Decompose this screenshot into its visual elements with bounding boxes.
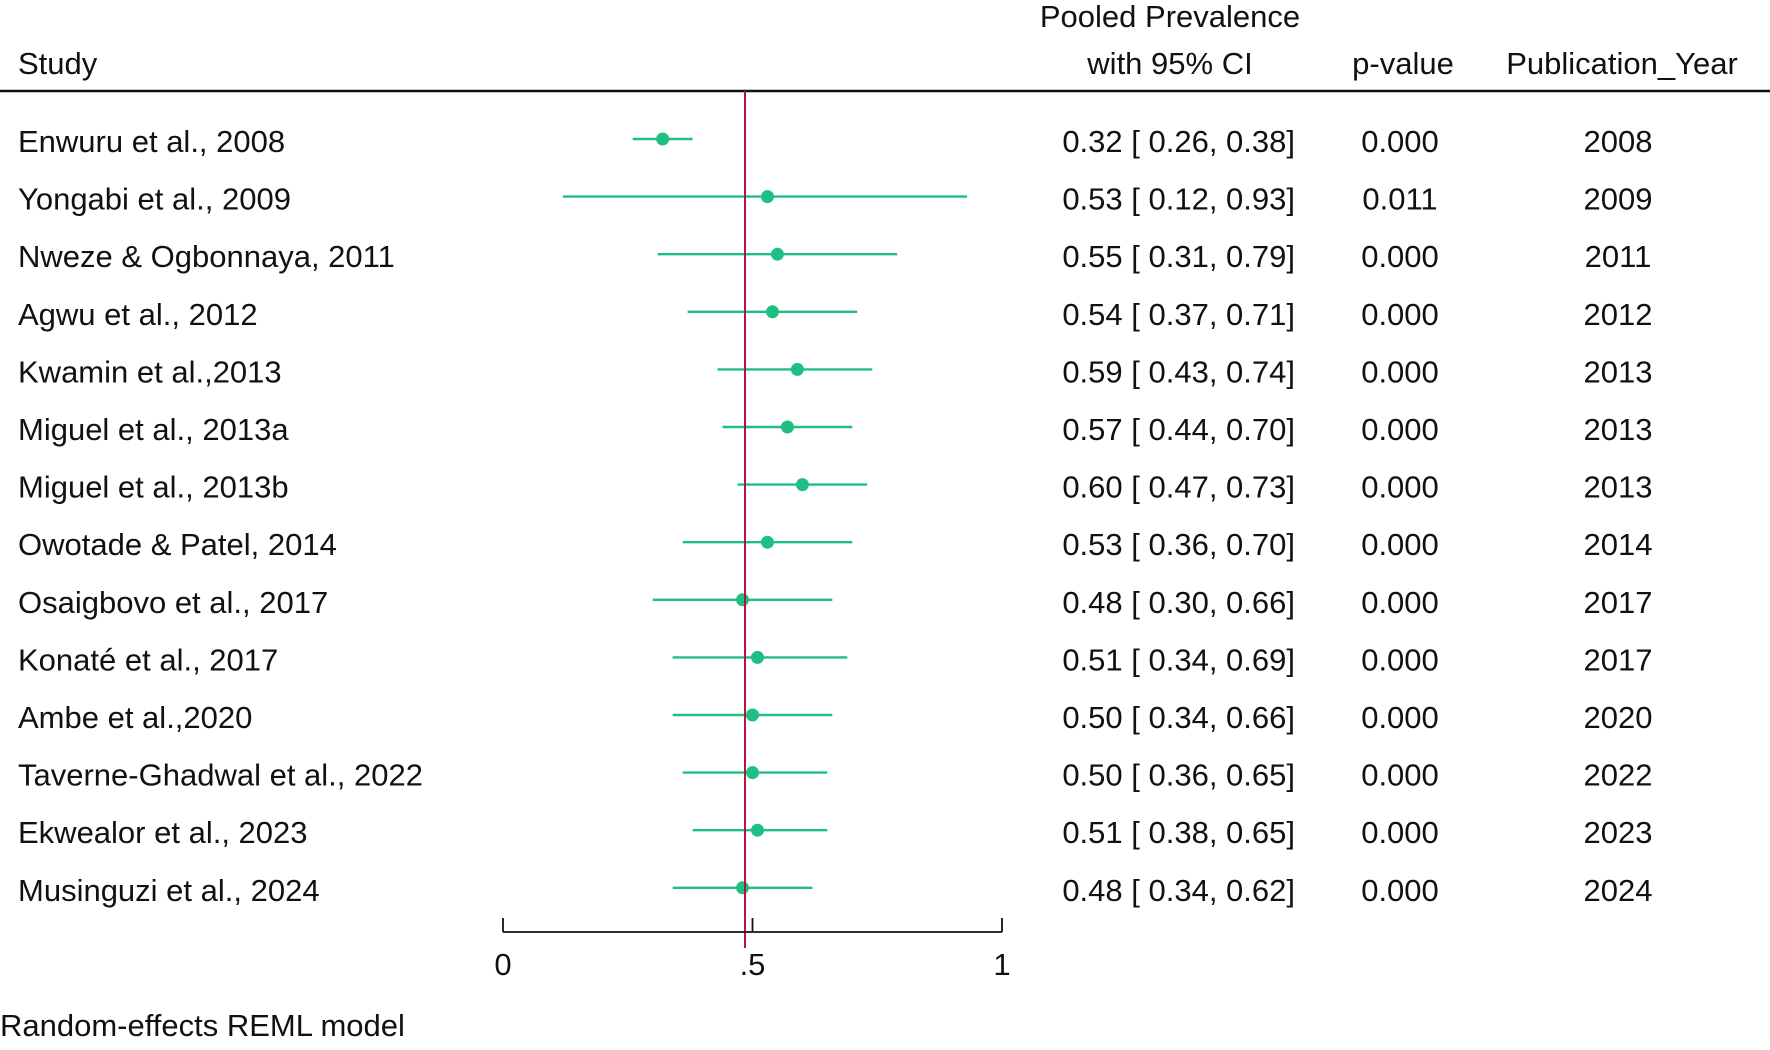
study-point xyxy=(751,824,764,837)
study-name: Taverne-Ghadwal et al., 2022 xyxy=(18,758,423,793)
study-pvalue: 0.000 xyxy=(1361,873,1439,908)
study-pvalue: 0.000 xyxy=(1361,700,1439,735)
x-axis-tick-label: 0 xyxy=(494,947,511,982)
study-row: Owotade & Patel, 2014 0.53 [ 0.36, 0.70] 0… xyxy=(18,527,1652,562)
study-point xyxy=(751,651,764,664)
study-year: 2017 xyxy=(1584,642,1653,677)
x-axis: 0.5 1 xyxy=(494,918,1010,982)
study-ci-text: 0.59 [ 0.43, 0.74] xyxy=(1062,354,1295,389)
study-name: Kwamin et al.,2013 xyxy=(18,354,282,389)
study-year: 2013 xyxy=(1584,354,1653,389)
study-point xyxy=(761,190,774,203)
study-pvalue: 0.011 xyxy=(1362,182,1437,217)
study-pvalue: 0.000 xyxy=(1361,527,1439,562)
study-ci-text: 0.50 [ 0.36, 0.65] xyxy=(1062,758,1295,793)
study-year: 2014 xyxy=(1584,527,1653,562)
study-year: 2022 xyxy=(1584,758,1653,793)
study-point xyxy=(796,478,809,491)
study-ci-text: 0.53 [ 0.36, 0.70] xyxy=(1062,527,1295,562)
study-point xyxy=(656,133,669,146)
study-year: 2013 xyxy=(1584,412,1653,447)
study-name: Musinguzi et al., 2024 xyxy=(18,873,320,908)
model-footnote: Random-effects REML model xyxy=(0,1008,405,1043)
study-row: Ekwealor et al., 2023 0.51 [ 0.38, 0.65] 0… xyxy=(18,815,1652,850)
x-axis-tick-label: 1 xyxy=(993,947,1010,982)
study-ci-text: 0.32 [ 0.26, 0.38] xyxy=(1062,124,1295,159)
study-row: Musinguzi et al., 2024 0.48 [ 0.34, 0.62]… xyxy=(18,873,1652,908)
study-name: Osaigbovo et al., 2017 xyxy=(18,585,328,620)
study-ci-text: 0.60 [ 0.47, 0.73] xyxy=(1062,470,1295,505)
header-estimate-line2: with 95% CI xyxy=(1086,46,1252,81)
header: Study Pooled Prevalence with 95% CI p-va… xyxy=(18,0,1738,81)
study-year: 2011 xyxy=(1585,239,1652,274)
study-row: Yongabi et al., 2009 0.53 [ 0.12, 0.93] 0.… xyxy=(18,182,1652,217)
header-study: Study xyxy=(18,46,98,81)
study-ci-text: 0.57 [ 0.44, 0.70] xyxy=(1062,412,1295,447)
study-pvalue: 0.000 xyxy=(1361,815,1439,850)
study-point xyxy=(746,709,759,722)
study-ci-text: 0.50 [ 0.34, 0.66] xyxy=(1062,700,1295,735)
study-name: Nweze & Ogbonnaya, 2011 xyxy=(18,239,395,274)
study-row: Ambe et al.,2020 0.50 [ 0.34, 0.66] 0.000 2… xyxy=(18,700,1652,735)
study-point xyxy=(746,766,759,779)
study-row: Miguel et al., 2013a 0.57 [ 0.44, 0.70] 0.… xyxy=(18,412,1652,447)
study-year: 2024 xyxy=(1584,873,1653,908)
study-name: Konaté et al., 2017 xyxy=(18,642,278,677)
study-ci-text: 0.53 [ 0.12, 0.93] xyxy=(1062,182,1295,217)
study-point xyxy=(771,248,784,261)
study-row: Osaigbovo et al., 2017 0.48 [ 0.30, 0.66]… xyxy=(18,585,1652,620)
study-name: Miguel et al., 2013a xyxy=(18,412,289,447)
study-year: 2009 xyxy=(1584,182,1653,217)
study-row: Enwuru et al., 2008 0.32 [ 0.26, 0.38] 0.0… xyxy=(18,124,1652,159)
study-point xyxy=(781,421,794,434)
study-pvalue: 0.000 xyxy=(1361,354,1439,389)
study-row: Taverne-Ghadwal et al., 2022 0.50 [ 0.36,… xyxy=(18,758,1652,793)
study-point xyxy=(791,363,804,376)
study-pvalue: 0.000 xyxy=(1361,585,1439,620)
study-ci-text: 0.48 [ 0.30, 0.66] xyxy=(1062,585,1295,620)
study-name: Yongabi et al., 2009 xyxy=(18,182,291,217)
forest-plot: Study Pooled Prevalence with 95% CI p-va… xyxy=(0,0,1770,1050)
study-year: 2020 xyxy=(1584,700,1653,735)
study-rows: Enwuru et al., 2008 0.32 [ 0.26, 0.38] 0.0… xyxy=(18,124,1652,908)
study-name: Miguel et al., 2013b xyxy=(18,470,289,505)
header-year: Publication_Year xyxy=(1506,46,1738,81)
study-pvalue: 0.000 xyxy=(1361,642,1439,677)
study-name: Owotade & Patel, 2014 xyxy=(18,527,337,562)
study-pvalue: 0.000 xyxy=(1361,297,1439,332)
study-ci-text: 0.51 [ 0.38, 0.65] xyxy=(1062,815,1295,850)
study-marks xyxy=(563,133,967,895)
study-year: 2017 xyxy=(1584,585,1653,620)
study-year: 2008 xyxy=(1584,124,1653,159)
study-year: 2013 xyxy=(1584,470,1653,505)
study-point xyxy=(736,881,749,894)
study-ci-text: 0.48 [ 0.34, 0.62] xyxy=(1062,873,1295,908)
study-point xyxy=(736,593,749,606)
study-row: Miguel et al., 2013b 0.60 [ 0.47, 0.73] 0.… xyxy=(18,470,1652,505)
study-pvalue: 0.000 xyxy=(1361,470,1439,505)
x-axis-tick-label: .5 xyxy=(740,947,766,982)
study-ci-text: 0.55 [ 0.31, 0.79] xyxy=(1062,239,1295,274)
study-pvalue: 0.000 xyxy=(1361,412,1439,447)
study-row: Konaté et al., 2017 0.51 [ 0.34, 0.69] 0.0… xyxy=(18,642,1652,677)
study-row: Kwamin et al.,2013 0.59 [ 0.43, 0.74] 0.00… xyxy=(18,354,1652,389)
study-ci-text: 0.51 [ 0.34, 0.69] xyxy=(1062,642,1295,677)
study-row: Agwu et al., 2012 0.54 [ 0.37, 0.71] 0.000… xyxy=(18,297,1652,332)
study-pvalue: 0.000 xyxy=(1361,758,1439,793)
study-point xyxy=(766,305,779,318)
study-pvalue: 0.000 xyxy=(1361,239,1439,274)
study-name: Enwuru et al., 2008 xyxy=(18,124,285,159)
study-year: 2012 xyxy=(1584,297,1653,332)
study-year: 2023 xyxy=(1584,815,1653,850)
study-pvalue: 0.000 xyxy=(1361,124,1439,159)
study-name: Agwu et al., 2012 xyxy=(18,297,258,332)
study-name: Ambe et al.,2020 xyxy=(18,700,252,735)
study-row: Nweze & Ogbonnaya, 2011 0.55 [ 0.31, 0.79… xyxy=(18,239,1651,274)
study-ci-text: 0.54 [ 0.37, 0.71] xyxy=(1062,297,1295,332)
header-estimate-line1: Pooled Prevalence xyxy=(1040,0,1300,34)
study-point xyxy=(761,536,774,549)
header-pvalue: p-value xyxy=(1352,46,1454,81)
study-name: Ekwealor et al., 2023 xyxy=(18,815,308,850)
